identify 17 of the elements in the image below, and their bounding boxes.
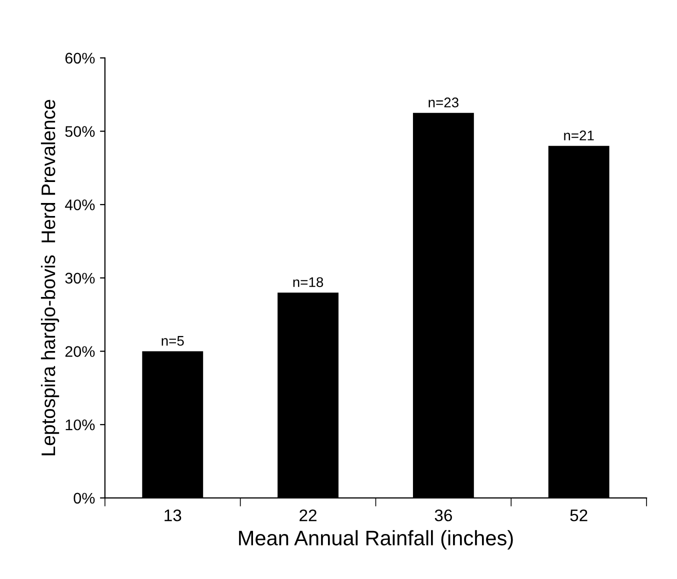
x-tick-label: 13	[164, 509, 182, 522]
y-tick-label: 30%	[65, 272, 95, 284]
x-tick-label: 52	[570, 509, 588, 522]
annotation: n=18	[293, 277, 324, 288]
y-tick-label: 40%	[64, 199, 95, 210]
y-tick-label: 60%	[65, 52, 95, 64]
y-tick-label: 10%	[66, 419, 95, 430]
annotation: n=5	[162, 336, 184, 346]
x-axis-title: Mean Annual Rainfall (inches)	[239, 530, 513, 550]
x-tick-label: 22	[300, 509, 316, 522]
y-tick-label: 0%	[74, 492, 95, 504]
y-tick-label: 20%	[65, 346, 95, 357]
annotation: n=23	[428, 98, 458, 108]
annotation: n=21	[564, 130, 594, 140]
y-axis-title: Leptospira hardjo-bovis Herd Prevalence	[40, 100, 60, 456]
x-tick-label: 36	[434, 509, 452, 522]
y-tick-label: 50%	[65, 126, 95, 137]
